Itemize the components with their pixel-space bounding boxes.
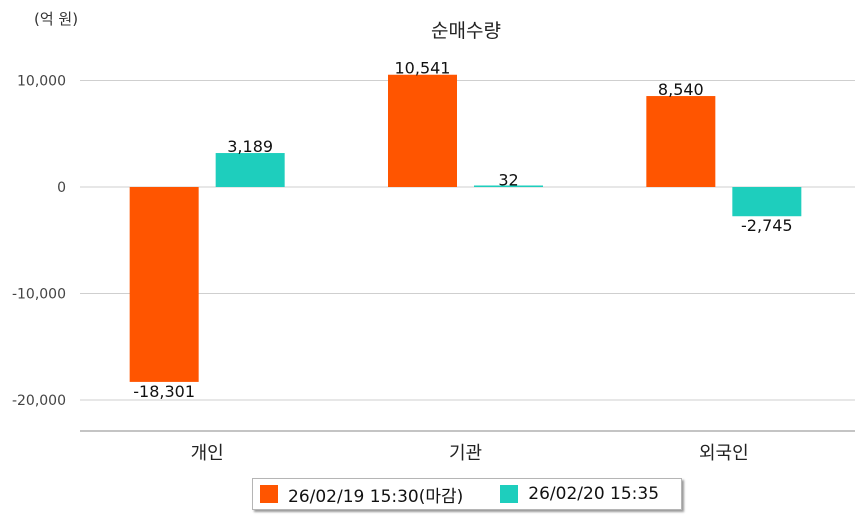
bar[interactable] [732,187,802,217]
legend-swatch-series-2 [500,485,519,503]
legend-item-series-2[interactable]: 26/02/20 15:35 [500,484,659,504]
y-tick-label: -20,000 [12,393,66,409]
bar[interactable] [474,185,543,188]
gridlines [80,80,855,401]
x-tick-label: 외국인 [699,443,749,464]
data-label: 8,540 [658,80,704,99]
bars: -18,301 3,189 10,541 32 8,540 -2,745 [129,59,802,401]
chart-title: 순매수량 [431,20,501,42]
legend-label-series-1: 26/02/19 15:30(마감) [288,486,464,507]
data-label: -18,301 [133,382,195,401]
data-label: 3,189 [227,137,273,156]
y-tick-label: 10,000 [17,74,66,90]
y-tick-label: 0 [57,180,66,196]
bar[interactable] [129,187,199,382]
data-label: -2,745 [741,216,793,235]
bar[interactable] [388,74,457,187]
unit-label: (억 원) [34,10,78,28]
x-tick-label: 기관 [449,443,482,464]
legend: 26/02/19 15:30(마감) 26/02/20 15:35 [252,478,682,510]
bar[interactable] [215,153,285,187]
y-axis: 10,000 0 -10,000 -20,000 [12,74,66,410]
legend-label-series-2: 26/02/20 15:35 [528,484,660,504]
x-axis: 개인 기관 외국인 [80,430,855,464]
legend-item-series-1[interactable]: 26/02/19 15:30(마감) [260,482,463,507]
y-tick-label: -10,000 [12,287,66,303]
bar[interactable] [646,96,716,187]
x-tick-label: 개인 [191,443,224,464]
data-label: 10,541 [395,59,451,78]
legend-swatch-series-1 [260,485,278,503]
data-label: 32 [498,171,518,190]
